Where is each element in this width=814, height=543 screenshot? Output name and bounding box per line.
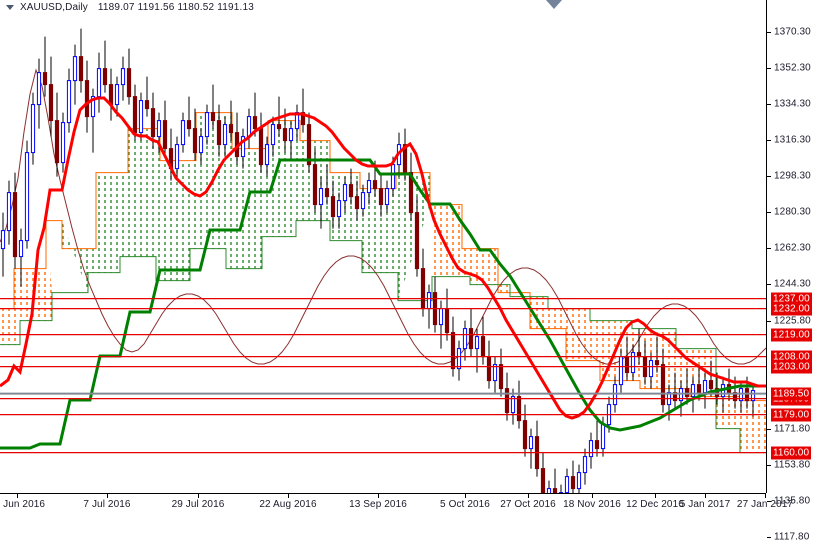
date-tick — [528, 494, 529, 498]
price-tick-label: 1225.80 — [774, 316, 811, 327]
date-tick — [705, 494, 706, 498]
date-tick — [465, 494, 466, 498]
date-tick-label: 5 Oct 2016 — [440, 499, 490, 510]
date-tick — [17, 494, 18, 498]
date-tick — [198, 494, 199, 498]
ohlc-values: 1189.07 1191.56 1180.52 1191.13 — [98, 2, 254, 13]
symbol-label: XAUUSD,Daily — [20, 2, 88, 13]
date-tick — [655, 494, 656, 498]
price-axis[interactable]: 1370.30 1352.30 1334.30 1316.30 1298.30 1280.… — [767, 0, 814, 514]
ichimoku-cloud-layer — [0, 113, 766, 453]
price-tick — [767, 104, 771, 105]
chart-plot-area[interactable] — [0, 14, 766, 493]
price-level-label[interactable]: 1179.00 — [771, 408, 811, 421]
date-tick-label: 22 Aug 2016 — [259, 499, 316, 510]
date-tick-label: 12 Dec 2016 — [626, 499, 684, 510]
mt4-chart-window: XAUUSD,Daily 1189.07 1191.56 1180.52 119… — [0, 0, 814, 514]
date-tick — [107, 494, 108, 498]
price-tick-label: 1153.80 — [774, 460, 810, 471]
date-tick-label: 7 Jul 2016 — [83, 499, 130, 510]
price-tick — [767, 537, 771, 538]
date-tick — [378, 494, 379, 498]
symbol-header: XAUUSD,Daily 1189.07 1191.56 1180.52 119… — [0, 0, 254, 14]
date-tick-label: 27 Jan 2017 — [737, 499, 793, 510]
price-tick-label: 1298.30 — [774, 171, 811, 182]
price-tick-label: 1171.80 — [774, 424, 810, 435]
price-tick — [767, 68, 771, 69]
chart-top-marker — [546, 0, 562, 9]
price-tick — [767, 429, 771, 430]
price-tick — [767, 284, 771, 285]
date-tick-label: 13 Sep 2016 — [349, 499, 407, 510]
price-tick-label: 1117.80 — [774, 532, 809, 543]
price-tick — [767, 212, 771, 213]
price-level-label[interactable]: 1219.00 — [771, 328, 812, 341]
date-tick-label: 5 Jan 2017 — [680, 499, 731, 510]
price-tick — [767, 248, 771, 249]
price-tick-label: 1280.30 — [774, 207, 811, 218]
price-tick-label: 1334.30 — [774, 99, 811, 110]
price-level-label[interactable]: 1232.00 — [771, 302, 812, 315]
bid-price-label: 1189.50 — [771, 387, 811, 400]
price-tick-label: 1244.30 — [774, 279, 811, 290]
date-axis: 15 Jun 2016 7 Jul 2016 29 Jul 2016 22 Aug 2… — [0, 494, 766, 514]
date-tick-label: 15 Jun 2016 — [0, 499, 45, 510]
date-tick — [592, 494, 593, 498]
price-tick — [767, 32, 771, 33]
price-tick — [767, 465, 771, 466]
price-tick-label: 1370.30 — [774, 27, 811, 38]
date-tick — [288, 494, 289, 498]
price-tick-label: 1352.30 — [774, 63, 811, 74]
price-tick — [767, 140, 771, 141]
date-tick-label: 18 Nov 2016 — [563, 499, 621, 510]
price-tick-label: 1316.30 — [774, 135, 811, 146]
date-tick-label: 27 Oct 2016 — [500, 499, 556, 510]
date-tick-label: 29 Jul 2016 — [172, 499, 225, 510]
chart-svg — [0, 14, 766, 493]
date-tick — [765, 494, 766, 498]
triangle-down-icon[interactable] — [6, 5, 14, 10]
price-level-label[interactable]: 1160.00 — [771, 446, 811, 459]
price-tick — [767, 176, 771, 177]
price-tick-label: 1262.30 — [774, 243, 811, 254]
price-tick — [767, 321, 771, 322]
price-level-label[interactable]: 1203.00 — [771, 360, 812, 373]
